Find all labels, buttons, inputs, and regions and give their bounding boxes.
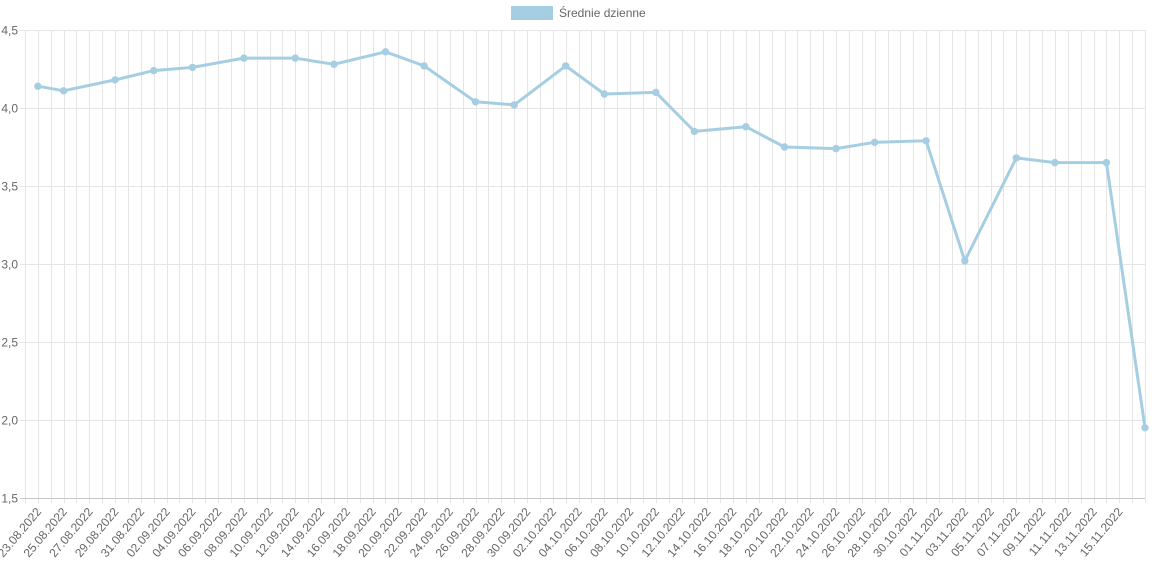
data-point-4[interactable] — [188, 63, 197, 72]
y-tick-label: 4,5 — [1, 24, 18, 38]
data-point-20[interactable] — [922, 137, 930, 145]
data-point-7[interactable] — [330, 60, 338, 69]
data-point-8[interactable] — [381, 48, 390, 56]
data-point-2[interactable] — [111, 76, 119, 84]
data-point-1[interactable] — [59, 87, 68, 95]
data-point-19[interactable] — [871, 138, 879, 147]
data-point-18[interactable] — [832, 144, 840, 153]
y-tick-label: 4,0 — [1, 102, 18, 116]
data-point-23[interactable] — [1051, 158, 1059, 167]
legend[interactable]: Średnie dzienne — [511, 5, 646, 20]
data-point-14[interactable] — [652, 88, 660, 97]
y-tick-label: 1,5 — [1, 492, 18, 506]
data-point-5[interactable] — [240, 54, 248, 62]
series-line — [37, 50, 1147, 429]
data-point-21[interactable] — [961, 257, 969, 265]
data-point-22[interactable] — [1012, 154, 1020, 162]
data-point-25[interactable] — [1141, 424, 1149, 432]
data-point-15[interactable] — [690, 127, 699, 136]
data-point-13[interactable] — [600, 90, 608, 98]
data-point-3[interactable] — [150, 66, 158, 75]
data-point-17[interactable] — [780, 143, 789, 151]
y-tick-label: 2,5 — [1, 336, 18, 350]
y-tick-label: 2,0 — [1, 414, 18, 428]
legend-swatch[interactable] — [511, 6, 553, 20]
x-gridlines — [25, 30, 1146, 503]
legend-label[interactable]: Średnie dzienne — [559, 5, 646, 20]
y-axis-tick-labels: 1,5 2,0 2,5 3,0 3,5 4,0 4,5 — [1, 24, 18, 506]
data-point-16[interactable] — [742, 123, 750, 131]
data-points[interactable] — [34, 48, 1149, 432]
data-point-6[interactable] — [291, 54, 299, 62]
data-point-0[interactable] — [34, 82, 42, 90]
y-tick-label: 3,0 — [1, 258, 18, 272]
y-gridlines — [20, 30, 1145, 499]
data-point-9[interactable] — [420, 62, 428, 70]
data-point-24[interactable] — [1102, 158, 1111, 167]
x-axis-tick-labels: 23.08.202225.08.202227.08.202229.08.2022… — [0, 505, 1126, 560]
data-point-12[interactable] — [562, 62, 570, 70]
y-tick-label: 3,5 — [1, 180, 18, 194]
data-point-11[interactable] — [510, 101, 518, 109]
data-point-10[interactable] — [471, 98, 480, 106]
